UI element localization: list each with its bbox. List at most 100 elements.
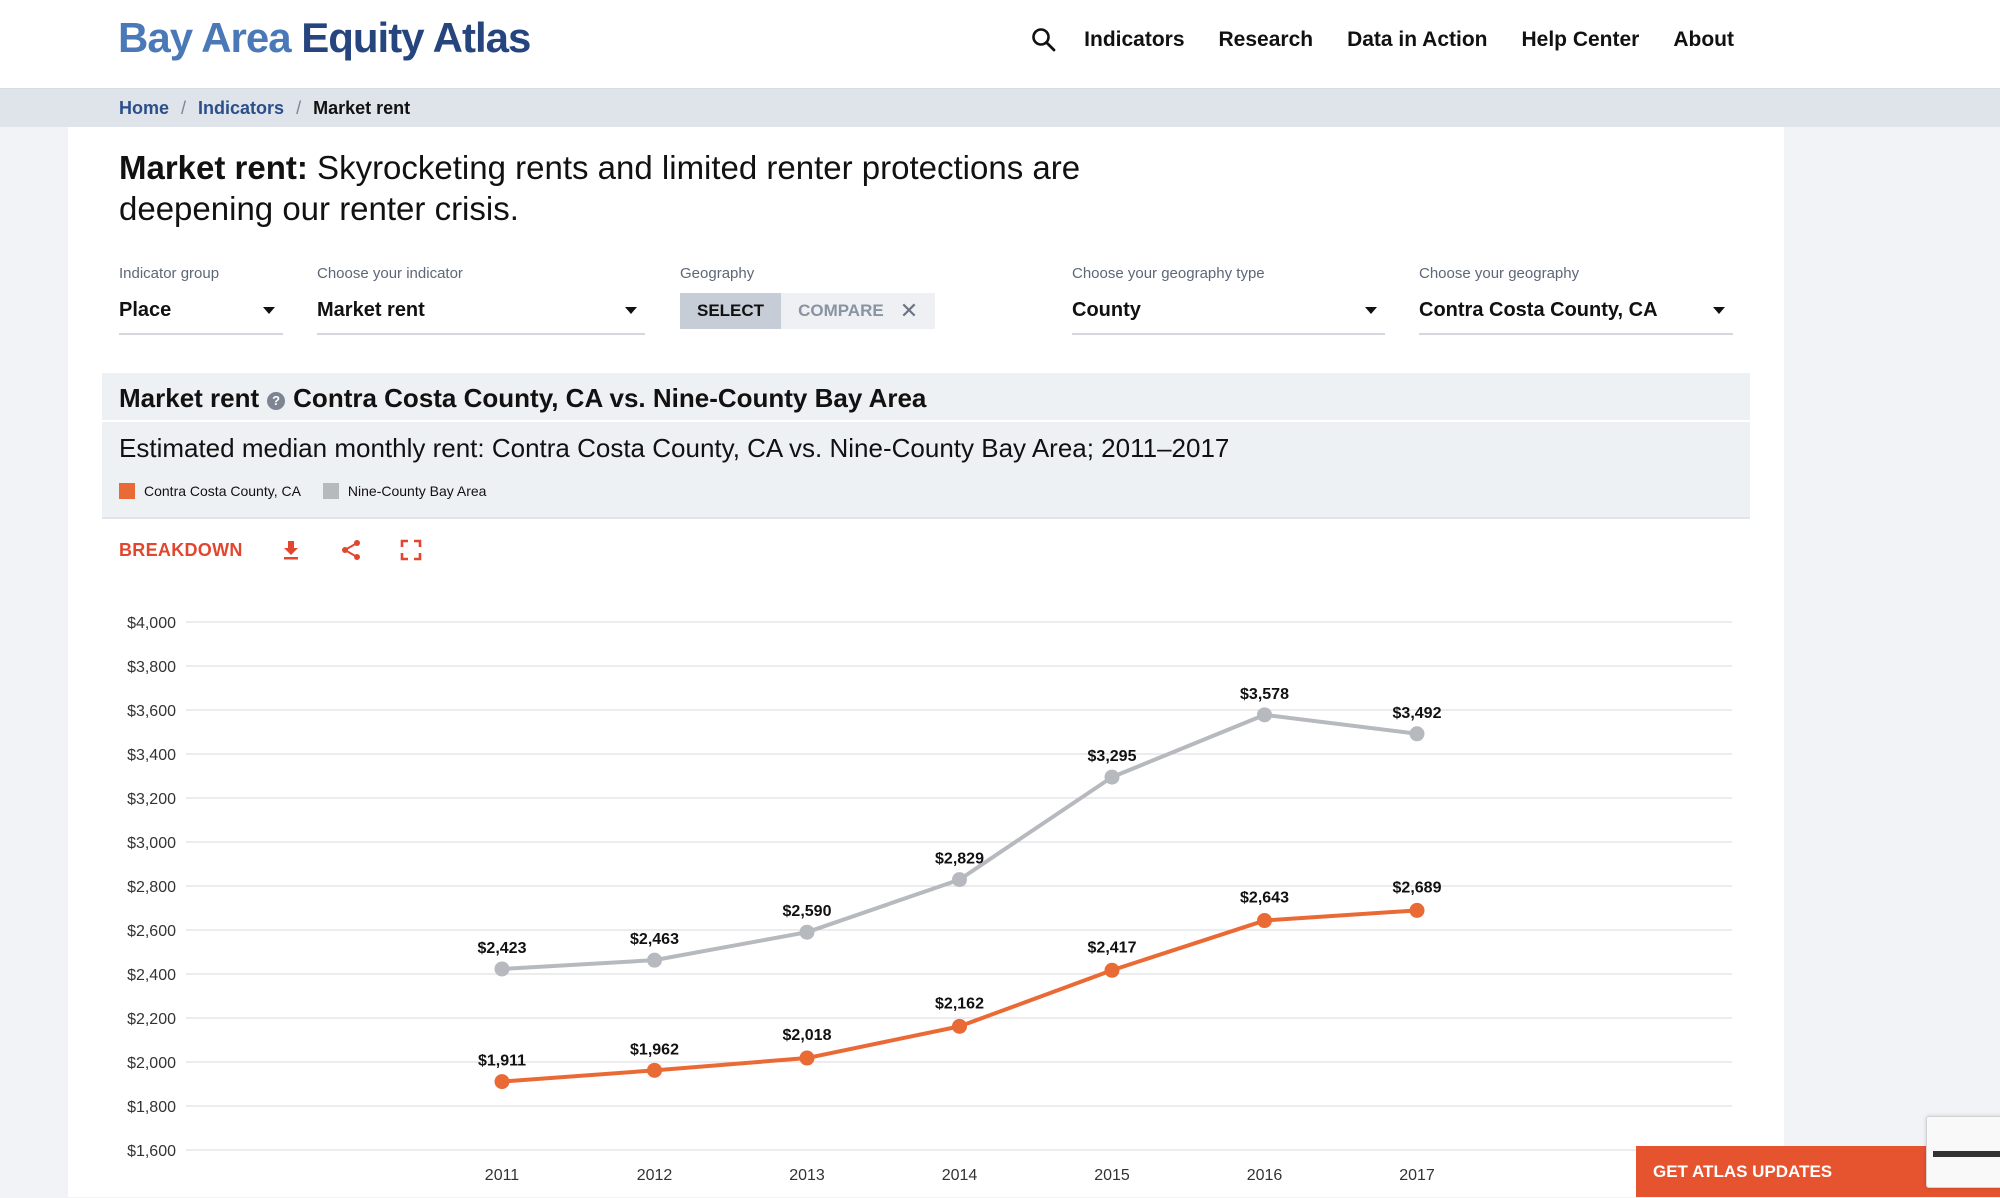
indicator-control: Choose your indicator Market rent	[317, 265, 645, 335]
data-point[interactable]	[952, 1018, 967, 1034]
nav-indicators[interactable]: Indicators	[1084, 28, 1185, 51]
geography-control: Geography SELECT COMPARE ✕	[680, 265, 936, 329]
y-tick-label: $3,800	[127, 659, 176, 676]
geography-label: Geography	[680, 265, 755, 282]
data-label: $3,578	[1240, 686, 1289, 703]
y-tick-label: $2,200	[127, 1011, 176, 1028]
indicator-group-value: Place	[119, 299, 172, 321]
data-point[interactable]	[799, 1050, 815, 1066]
y-tick-label: $4,000	[127, 615, 176, 632]
nav-research[interactable]: Research	[1218, 28, 1314, 51]
data-label: $2,162	[935, 995, 984, 1012]
indicator-group-select[interactable]: Place	[119, 293, 283, 335]
data-label: $2,590	[783, 903, 832, 920]
breadcrumb: Home / Indicators / Market rent	[119, 89, 410, 127]
data-point[interactable]	[647, 952, 662, 968]
help-icon[interactable]: ?	[267, 391, 286, 410]
legend-swatch-contra-costa	[119, 483, 135, 499]
legend-swatch-bay-area	[322, 483, 339, 499]
y-tick-label: $1,800	[127, 1099, 176, 1116]
data-point[interactable]	[1104, 769, 1120, 785]
caret-down-icon	[1713, 307, 1725, 314]
indicator-value: Market rent	[317, 299, 425, 321]
chart-legend: Contra Costa County, CA Nine-County Bay …	[119, 483, 508, 499]
y-tick-label: $3,000	[127, 835, 176, 852]
close-icon[interactable]: ✕	[899, 298, 919, 323]
fullscreen-icon[interactable]	[399, 538, 423, 562]
nav-help-center[interactable]: Help Center	[1521, 28, 1640, 51]
y-tick-label: $3,400	[127, 747, 176, 764]
download-icon[interactable]	[279, 538, 303, 562]
x-tick-label: 2016	[1247, 1167, 1283, 1184]
geography-select[interactable]: Contra Costa County, CA	[1419, 293, 1733, 335]
indicator-select[interactable]: Market rent	[317, 293, 645, 335]
caret-down-icon	[263, 307, 275, 314]
x-tick-label: 2015	[1094, 1167, 1130, 1184]
caret-down-icon	[1365, 307, 1377, 314]
legend-item-bay-area[interactable]: Nine-County Bay Area	[322, 483, 487, 499]
breadcrumb-bar: Home / Indicators / Market rent	[0, 89, 2000, 127]
geography-type-select[interactable]: County	[1072, 293, 1385, 335]
caret-down-icon	[625, 307, 637, 314]
site-logo[interactable]: Bay Area Equity Atlas	[118, 14, 531, 62]
page-title: Market rent: Skyrocketing rents and limi…	[119, 147, 1179, 229]
geography-type-control: Choose your geography type County	[1072, 265, 1385, 335]
select-mode-button[interactable]: SELECT	[680, 293, 782, 329]
logo-text-bay-area: Bay Area	[118, 14, 292, 61]
chart-header: Market rent ? Contra Costa County, CA vs…	[102, 373, 1750, 519]
data-point[interactable]	[494, 1074, 510, 1090]
data-label: $3,295	[1088, 748, 1137, 765]
breadcrumb-separator: /	[181, 97, 187, 118]
recaptcha-bar	[1933, 1151, 2000, 1157]
recaptcha-badge[interactable]	[1926, 1116, 2000, 1188]
data-point[interactable]	[1409, 726, 1425, 742]
y-tick-label: $1,600	[127, 1143, 176, 1160]
page-title-rest: Skyrocketing rents and limited renter pr…	[119, 149, 1081, 227]
share-icon[interactable]	[339, 538, 363, 562]
breakdown-button[interactable]: BREAKDOWN	[119, 539, 243, 560]
geography-select-label: Choose your geography	[1419, 265, 1580, 282]
breadcrumb-indicators[interactable]: Indicators	[198, 97, 285, 118]
data-point[interactable]	[799, 924, 815, 940]
data-point[interactable]	[494, 961, 510, 977]
geography-select-value: Contra Costa County, CA	[1419, 299, 1658, 321]
x-tick-label: 2012	[637, 1167, 673, 1184]
nav-about[interactable]: About	[1673, 28, 1734, 51]
indicator-label: Choose your indicator	[317, 265, 463, 282]
site-header: Bay Area Equity Atlas Indicators Researc…	[0, 0, 2000, 89]
x-tick-label: 2014	[942, 1167, 978, 1184]
data-point[interactable]	[1257, 707, 1272, 723]
x-tick-label: 2013	[789, 1167, 825, 1184]
geography-type-value: County	[1072, 299, 1141, 321]
compare-mode-button[interactable]: COMPARE ✕	[781, 293, 936, 329]
search-icon[interactable]	[1030, 26, 1058, 54]
chart-title-rest: Contra Costa County, CA vs. Nine-County …	[293, 383, 927, 413]
breadcrumb-home[interactable]: Home	[119, 97, 170, 118]
x-tick-label: 2017	[1399, 1167, 1435, 1184]
data-point[interactable]	[647, 1062, 662, 1078]
legend-item-contra-costa[interactable]: Contra Costa County, CA	[119, 483, 301, 499]
nav-data-in-action[interactable]: Data in Action	[1347, 28, 1488, 51]
page-title-bold: Market rent:	[119, 149, 308, 186]
data-point[interactable]	[1104, 962, 1120, 978]
chart-header-divider	[102, 420, 1750, 422]
data-label: $2,463	[630, 931, 679, 948]
data-label: $2,643	[1240, 890, 1289, 907]
data-label: $2,417	[1088, 939, 1137, 956]
data-label: $1,911	[478, 1053, 526, 1070]
legend-label-contra-costa: Contra Costa County, CA	[144, 483, 301, 499]
data-point[interactable]	[952, 872, 967, 888]
chart-title: Market rent ? Contra Costa County, CA vs…	[119, 383, 926, 414]
main-content: Market rent: Skyrocketing rents and limi…	[68, 127, 1784, 1197]
y-tick-label: $2,600	[127, 923, 176, 940]
data-label: $1,962	[630, 1041, 679, 1058]
data-point[interactable]	[1409, 902, 1425, 918]
y-tick-label: $2,000	[127, 1055, 176, 1072]
main-nav: Indicators Research Data in Action Help …	[1030, 26, 1734, 54]
legend-label-bay-area: Nine-County Bay Area	[347, 483, 487, 499]
geography-mode-toggle: SELECT COMPARE ✕	[680, 293, 936, 329]
data-point[interactable]	[1257, 913, 1272, 929]
data-label: $2,018	[783, 1027, 832, 1044]
y-tick-label: $2,800	[127, 879, 176, 896]
logo-text-equity-atlas: Equity Atlas	[301, 14, 531, 61]
